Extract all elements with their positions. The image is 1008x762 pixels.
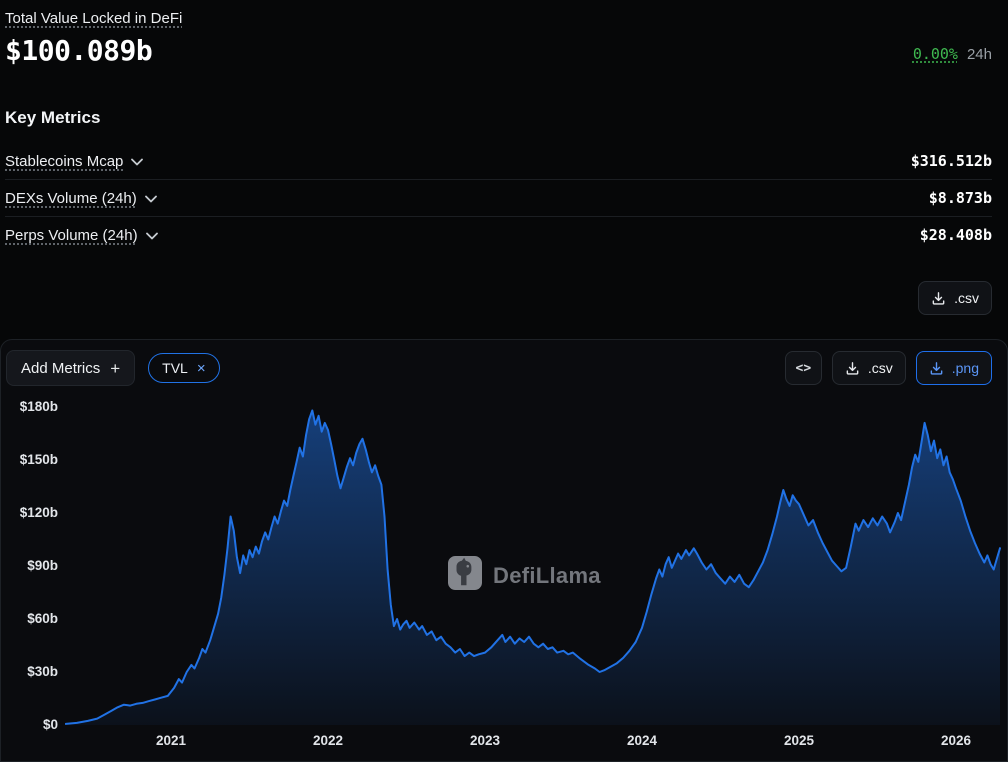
metric-value: $8.873b xyxy=(928,189,992,207)
plus-icon: + xyxy=(110,358,121,378)
tvl-pill-label: TVL xyxy=(162,360,188,376)
x-axis-label: 2023 xyxy=(469,733,501,748)
page-title: Total Value Locked in DeFi xyxy=(5,10,183,27)
x-axis-label: 2024 xyxy=(626,733,658,748)
tvl-area-chart: $0 $30b $60b $90b $120b $150b $180b 2021 2022 20… xyxy=(1,395,1007,761)
add-metrics-button[interactable]: Add Metrics + xyxy=(6,350,136,386)
png-button-label: .png xyxy=(951,360,979,376)
x-axis-label: 2025 xyxy=(783,733,815,748)
download-csv-button[interactable]: .csv xyxy=(918,281,992,315)
chart-export-tools: <> .csv .png xyxy=(784,351,992,385)
x-axis-label: 2026 xyxy=(940,733,972,748)
change-period-label: 24h xyxy=(966,46,992,63)
table-row: Stablecoins Mcap $316.512b xyxy=(5,143,992,180)
metric-value: $316.512b xyxy=(910,152,992,170)
chart-download-csv-button[interactable]: .csv xyxy=(831,351,906,385)
defillama-logo-icon xyxy=(448,556,482,595)
close-icon[interactable]: × xyxy=(196,359,206,377)
y-axis-label: $90b xyxy=(27,558,58,573)
chevron-down-icon xyxy=(144,190,157,207)
table-row: DEXs Volume (24h) $8.873b xyxy=(5,180,992,217)
tvl-area-fill xyxy=(65,410,1001,725)
y-axis-label: $60b xyxy=(27,611,58,626)
embed-button[interactable]: <> xyxy=(784,351,822,385)
y-axis-label: $150b xyxy=(19,452,58,467)
download-icon xyxy=(929,361,944,376)
key-metrics-list: Stablecoins Mcap $316.512b DEXs Volume (… xyxy=(5,143,992,253)
chevron-down-icon xyxy=(145,227,158,244)
tvl-metric-pill[interactable]: TVL × xyxy=(148,353,220,383)
tvl-total-value: $100.089b xyxy=(5,34,153,67)
tvl-chart-card: Add Metrics + TVL × <> .csv .png $0 $30b $… xyxy=(0,339,1008,762)
y-axis-label: $180b xyxy=(19,399,58,414)
csv-button-label: .csv xyxy=(867,360,893,376)
tvl-line-series xyxy=(65,409,1001,725)
download-icon xyxy=(931,291,946,306)
y-axis-label: $30b xyxy=(27,664,58,679)
change-percent: 0.00% xyxy=(912,45,958,63)
change-24h: 0.00% 24h xyxy=(913,45,992,67)
download-png-button[interactable]: .png xyxy=(915,351,992,385)
embed-code-icon: <> xyxy=(795,360,812,376)
metric-label: DEXs Volume (24h) xyxy=(5,189,137,207)
chevron-down-icon xyxy=(131,153,144,170)
metric-dexs-volume[interactable]: DEXs Volume (24h) xyxy=(5,190,157,207)
metric-value: $28.408b xyxy=(919,226,992,244)
summary-actions: .csv xyxy=(5,281,992,315)
download-icon xyxy=(845,361,860,376)
x-axis-label: 2021 xyxy=(155,733,186,748)
y-axis-label: $120b xyxy=(19,505,58,520)
metric-perps-volume[interactable]: Perps Volume (24h) xyxy=(5,227,158,244)
tvl-value-row: $100.089b 0.00% 24h xyxy=(5,34,992,67)
metric-label: Perps Volume (24h) xyxy=(5,226,138,244)
metric-stablecoins-mcap[interactable]: Stablecoins Mcap xyxy=(5,152,144,170)
defillama-watermark: DefiLlama xyxy=(448,556,601,595)
table-row: Perps Volume (24h) $28.408b xyxy=(5,217,992,253)
key-metrics-heading: Key Metrics xyxy=(5,108,101,127)
add-metrics-label: Add Metrics xyxy=(21,359,101,377)
tvl-summary-section: Total Value Locked in DeFi $100.089b 0.0… xyxy=(0,0,1008,315)
chart-plot-area[interactable] xyxy=(65,398,1005,728)
csv-button-label: .csv xyxy=(954,290,979,306)
watermark-label: DefiLlama xyxy=(493,562,601,588)
x-axis-label: 2022 xyxy=(312,733,344,748)
y-axis-label: $0 xyxy=(42,717,58,732)
chart-toolbar: Add Metrics + TVL × <> .csv .png xyxy=(1,340,1007,395)
metric-label: Stablecoins Mcap xyxy=(5,152,124,170)
